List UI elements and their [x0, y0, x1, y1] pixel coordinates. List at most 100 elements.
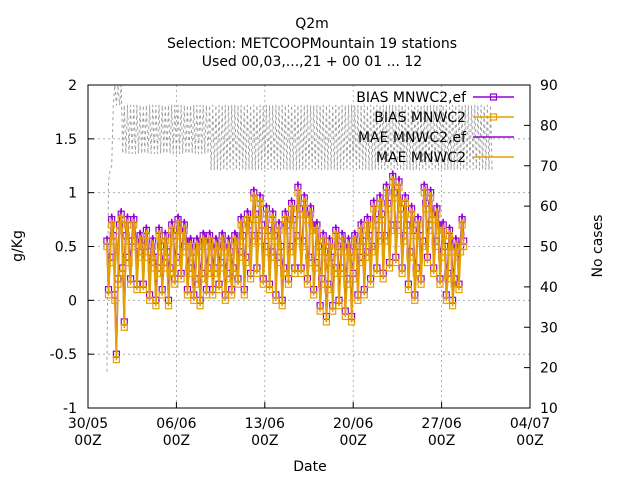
- data-point: [142, 232, 150, 240]
- data-point: [310, 291, 318, 299]
- y2-axis-label: No cases: [590, 215, 606, 278]
- data-point: [420, 189, 428, 197]
- data-point: [273, 259, 281, 267]
- data-point: [359, 242, 367, 251]
- data-point: [316, 307, 324, 315]
- data-point: [114, 280, 122, 288]
- data-point: [354, 296, 362, 304]
- data-point: [146, 296, 154, 304]
- data-point: [408, 210, 416, 218]
- data-point: [411, 296, 419, 304]
- data-point: [447, 248, 455, 256]
- data-point: [385, 264, 394, 272]
- data-point: [300, 199, 308, 207]
- y-tick-label: 0: [68, 293, 77, 309]
- data-point: [460, 242, 468, 251]
- x-tick-label-hour: 00Z: [74, 433, 101, 449]
- data-point: [445, 232, 454, 240]
- data-point: [258, 226, 266, 234]
- data-point: [253, 269, 261, 277]
- data-point: [198, 275, 206, 283]
- data-point: [261, 248, 269, 256]
- data-point: [286, 248, 294, 256]
- data-point: [210, 269, 218, 277]
- data-point: [240, 291, 248, 299]
- data-point: [278, 302, 286, 310]
- data-point: [254, 237, 263, 245]
- data-point: [303, 280, 311, 288]
- data-point: [425, 226, 433, 234]
- data-point: [284, 280, 293, 288]
- data-point: [341, 312, 349, 321]
- data-point: [277, 248, 285, 256]
- plot-area: [103, 85, 493, 372]
- data-point: [104, 291, 113, 299]
- data-point: [395, 183, 403, 191]
- data-point: [182, 242, 190, 251]
- data-point: [275, 226, 283, 234]
- data-point: [164, 302, 173, 310]
- data-point: [234, 280, 242, 288]
- data-point: [322, 318, 330, 326]
- data-point: [201, 242, 209, 251]
- data-point: [174, 221, 182, 229]
- data-point: [259, 280, 267, 288]
- data-point: [436, 280, 444, 288]
- x-tick-label-hour: 00Z: [516, 433, 543, 449]
- data-point: [319, 237, 327, 245]
- data-point: [111, 296, 119, 304]
- data-point: [235, 253, 244, 261]
- series-no-cases: [106, 85, 493, 372]
- data-point: [247, 275, 255, 283]
- legend-marker: [489, 113, 498, 121]
- data-point: [166, 269, 174, 277]
- legend-label: MAE MNWC2,ef: [358, 130, 467, 146]
- data-point: [256, 199, 264, 207]
- data-point: [412, 269, 420, 277]
- data-point: [109, 237, 117, 245]
- data-point: [455, 286, 463, 294]
- data-point: [428, 216, 436, 224]
- y-tick-label: -1: [63, 401, 77, 417]
- legend: BIAS MNWC2,ef BIAS MNWC2 MAE MNWC2,ef MAE M…: [356, 90, 514, 166]
- data-point: [168, 226, 176, 234]
- data-point: [223, 275, 231, 283]
- data-point: [242, 259, 250, 267]
- data-point: [239, 237, 247, 245]
- data-point: [149, 242, 157, 251]
- x-tick-label: 04/07: [510, 416, 550, 432]
- data-point: [106, 259, 114, 267]
- data-point: [264, 232, 272, 240]
- data-point: [190, 296, 198, 304]
- data-point: [229, 269, 237, 277]
- data-point: [299, 242, 307, 251]
- data-point: [444, 275, 452, 283]
- data-point: [422, 205, 430, 213]
- data-point: [150, 259, 158, 267]
- data-point: [218, 237, 226, 245]
- y2-tick-label: 20: [540, 361, 558, 377]
- data-point: [119, 269, 127, 277]
- data-point: [389, 178, 397, 186]
- data-point: [376, 199, 384, 207]
- series-bias-mnwc2: [103, 178, 468, 364]
- data-point: [439, 226, 447, 234]
- legend-marker: [489, 93, 498, 101]
- data-point: [434, 226, 442, 234]
- data-point: [185, 269, 193, 277]
- data-point: [228, 291, 236, 299]
- data-point: [250, 194, 258, 202]
- y2-tick-label: 90: [540, 78, 558, 94]
- data-point: [384, 205, 392, 213]
- y2-tick-label: 10: [540, 401, 558, 417]
- data-point: [357, 226, 365, 234]
- data-point: [237, 221, 245, 229]
- data-point: [305, 259, 313, 267]
- data-point: [224, 242, 233, 251]
- data-point: [401, 199, 409, 207]
- data-point: [351, 237, 359, 245]
- data-point: [152, 302, 160, 310]
- data-point: [346, 253, 354, 261]
- data-point: [314, 248, 323, 256]
